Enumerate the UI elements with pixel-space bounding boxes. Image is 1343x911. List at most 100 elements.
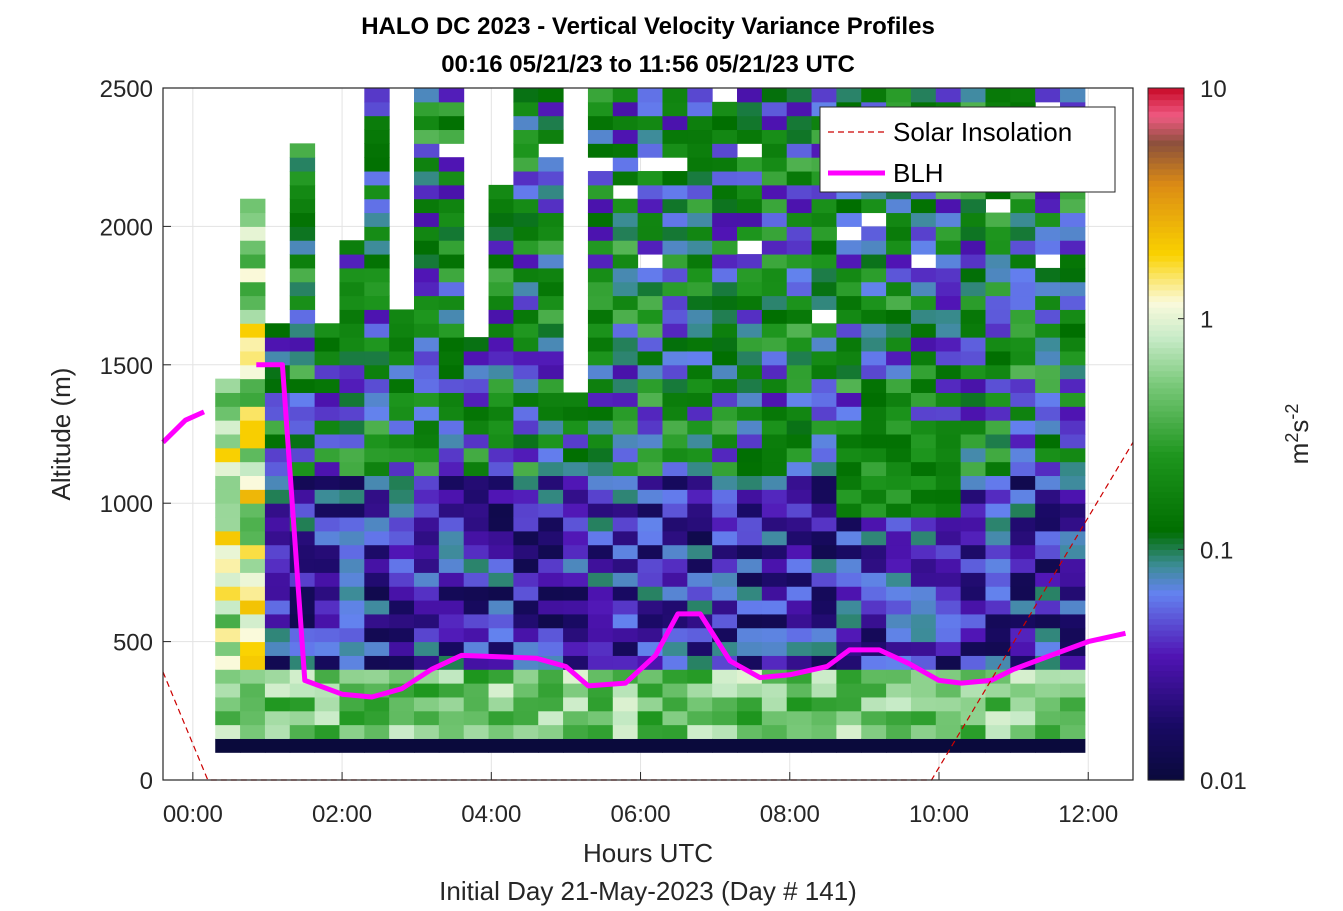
heatmap-cell [662,212,688,227]
heatmap-cell [414,475,440,490]
heatmap-cell [761,115,788,131]
heatmap-cell [463,489,490,504]
heatmap-cell [861,627,887,643]
heatmap-cell [414,710,440,726]
heatmap-cell [264,517,291,532]
legend: Solar Insolation BLH [819,106,1116,193]
heatmap-cell [364,572,390,587]
heatmap-cell [1035,212,1061,227]
heatmap-cell [935,696,962,712]
heatmap-cell [960,323,986,338]
heatmap-cell [1060,364,1086,380]
heatmap-cell [836,378,862,393]
heatmap-cell [264,489,291,504]
heatmap-cell [414,503,440,518]
heatmap-cell [960,392,986,407]
heatmap-cell [687,143,713,158]
heatmap-cell [438,710,465,726]
heatmap-cell [513,212,539,227]
heatmap-cell [289,350,316,366]
heatmap-cell [215,627,241,643]
heatmap-cell [985,696,1011,712]
heatmap-cell [1010,572,1036,587]
heatmap-cell [985,88,1011,103]
heatmap-cell [786,295,813,310]
heatmap-cell [910,350,937,366]
heatmap-cell [488,558,514,573]
heatmap-cell [463,517,490,532]
heatmap-cell [712,530,738,546]
heatmap-cell [637,378,663,393]
heatmap-cell [960,240,986,255]
heatmap-cell [240,724,266,739]
heatmap-cell [910,295,937,310]
heatmap-cell [488,696,514,712]
heatmap-cell [861,392,887,407]
heatmap-cell [488,641,514,656]
heatmap-cell [687,364,713,380]
heatmap-cell [538,530,564,546]
heatmap-cell [339,669,365,684]
heatmap-cell [935,517,962,532]
heatmap-cell [935,198,962,214]
heatmap-cell [463,655,490,670]
heatmap-cell [737,683,763,698]
heatmap-cell [960,544,986,560]
heatmap-cell [488,738,514,753]
colorbar-cell [1148,705,1184,712]
heatmap-cell [1060,696,1086,712]
colorbar-cell [1148,359,1184,366]
heatmap-cell [339,323,365,338]
heatmap-cell [389,586,415,601]
heatmap-cell [1010,88,1036,103]
heatmap-cell [786,198,813,214]
heatmap-cell [985,724,1011,739]
heatmap-cell [364,171,390,186]
heatmap-cell [662,558,688,573]
heatmap-cell [985,517,1011,532]
heatmap-cell [786,157,813,172]
heatmap-cell [836,489,862,504]
heatmap-cell [637,683,663,698]
heatmap-cell [389,406,415,421]
heatmap-cell [761,434,788,449]
colorbar-cell [1148,583,1184,591]
heatmap-cell [587,378,614,393]
heatmap-cell [289,323,316,338]
heatmap-cell [513,226,539,241]
heatmap-cell [985,392,1011,407]
heatmap-cell [910,683,937,698]
heatmap-cell [389,724,415,739]
heatmap-cell [314,710,340,726]
heatmap-cell [414,157,440,172]
heatmap-cell [563,627,589,643]
heatmap-cell [1010,420,1036,435]
heatmap-cell [488,323,514,338]
heatmap-cell [786,558,813,573]
heatmap-cell [836,420,862,435]
heatmap-cell [1060,503,1086,518]
heatmap-cell [811,683,837,698]
heatmap-cell [1010,461,1036,477]
heatmap-cell [786,378,813,393]
heatmap-cell [463,503,490,518]
heatmap-cell [811,323,837,338]
heatmap-cell [1035,337,1061,352]
heatmap-cell [662,503,688,518]
heatmap-cell [364,738,390,753]
colorbar-cell [1148,220,1184,227]
heatmap-cell [240,281,266,297]
heatmap-cell [960,613,986,629]
heatmap-cell [339,392,365,407]
heatmap-cell [389,309,415,324]
heatmap-cell [414,517,440,532]
heatmap-cell [364,254,390,269]
heatmap-cell [786,683,813,698]
heatmap-cell [513,184,539,200]
heatmap-cell [538,350,564,366]
heatmap-cell [786,461,813,477]
heatmap-cell [910,503,937,518]
legend-solar-label: Solar Insolation [893,117,1072,147]
heatmap-cell [563,475,589,490]
heatmap-cell [488,406,514,421]
